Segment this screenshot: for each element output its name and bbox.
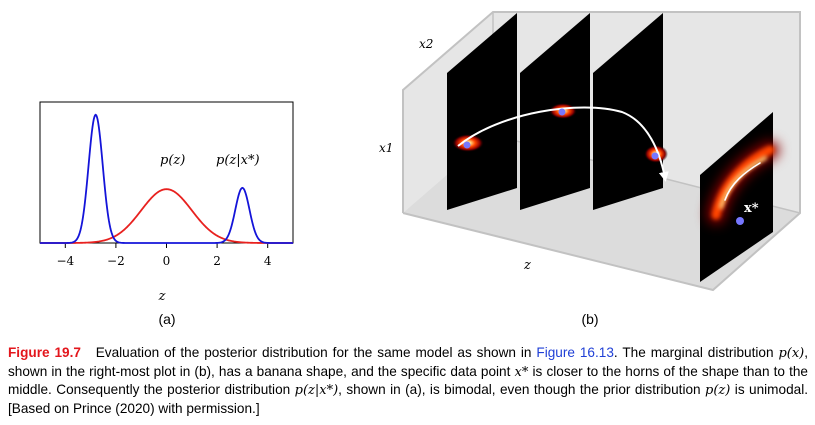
x-tick-label: 0	[163, 254, 171, 268]
figure-caption: Figure 19.7 Evaluation of the posterior …	[8, 344, 808, 417]
panel-b-label: (b)	[581, 311, 598, 327]
figure-19-7: −4 −2 0 2 4 p(z) p(z|x*) z (a)	[39, 11, 801, 327]
slice-point-1	[463, 141, 471, 149]
caption-text-5: , shown in (a), is bimodal, even though …	[338, 382, 701, 397]
caption-text-6: is unimodal. [Based on Prince (2020) wit…	[8, 382, 808, 416]
plot-frame	[39, 101, 294, 244]
caption-text-2: . The marginal distribution	[613, 345, 774, 360]
slice-point-3	[651, 152, 659, 160]
label-p-z-given-x: p(z|x*)	[216, 153, 260, 168]
curve-prior-p-z	[40, 188, 293, 244]
axis-label-x1: x1	[379, 141, 393, 155]
panel-a: −4 −2 0 2 4 p(z) p(z|x*) z (a)	[39, 101, 294, 327]
panel-a-label: (a)	[158, 311, 175, 327]
label-p-z: p(z)	[160, 153, 185, 168]
axis-label-x2: x2	[419, 37, 433, 51]
caption-text-3: , shown in the right-most plot in (b), h…	[8, 345, 809, 379]
x-tick-label: 4	[264, 254, 272, 268]
data-point-x-star	[736, 217, 744, 225]
figure-reference-link[interactable]: Figure 16.13	[536, 345, 614, 360]
caption-text-1: Evaluation of the posterior distribution…	[95, 345, 532, 360]
math-p-z: p(z)	[705, 383, 731, 398]
slice-point-2	[558, 108, 566, 116]
slice-1	[447, 13, 517, 210]
marginal-banana	[707, 141, 779, 224]
curves	[40, 113, 293, 244]
math-x-star: x*	[514, 364, 529, 380]
data-point-label: x*	[744, 201, 759, 216]
x-tick-label: −2	[107, 254, 125, 268]
slice-3	[593, 13, 663, 210]
x-tick-label: −4	[56, 254, 74, 268]
figure-label: Figure 19.7	[8, 345, 81, 360]
math-p-x: p(x)	[778, 346, 805, 361]
x-axis-ticks: −4 −2 0 2 4	[56, 243, 272, 268]
box-edges	[402, 11, 801, 292]
x-tick-label: 2	[213, 254, 221, 268]
panel-b: x* x2 x1 z (b)	[379, 11, 801, 327]
axis-label-z: z	[523, 258, 531, 273]
caption-text-4: is closer to the horns of the shape than…	[8, 363, 808, 398]
trajectory-arrow	[457, 106, 669, 182]
x-axis-label: z	[158, 289, 166, 304]
math-p-z-given-x: p(z|x*)	[294, 383, 339, 398]
curve-posterior-p-z-given-x	[40, 113, 293, 244]
